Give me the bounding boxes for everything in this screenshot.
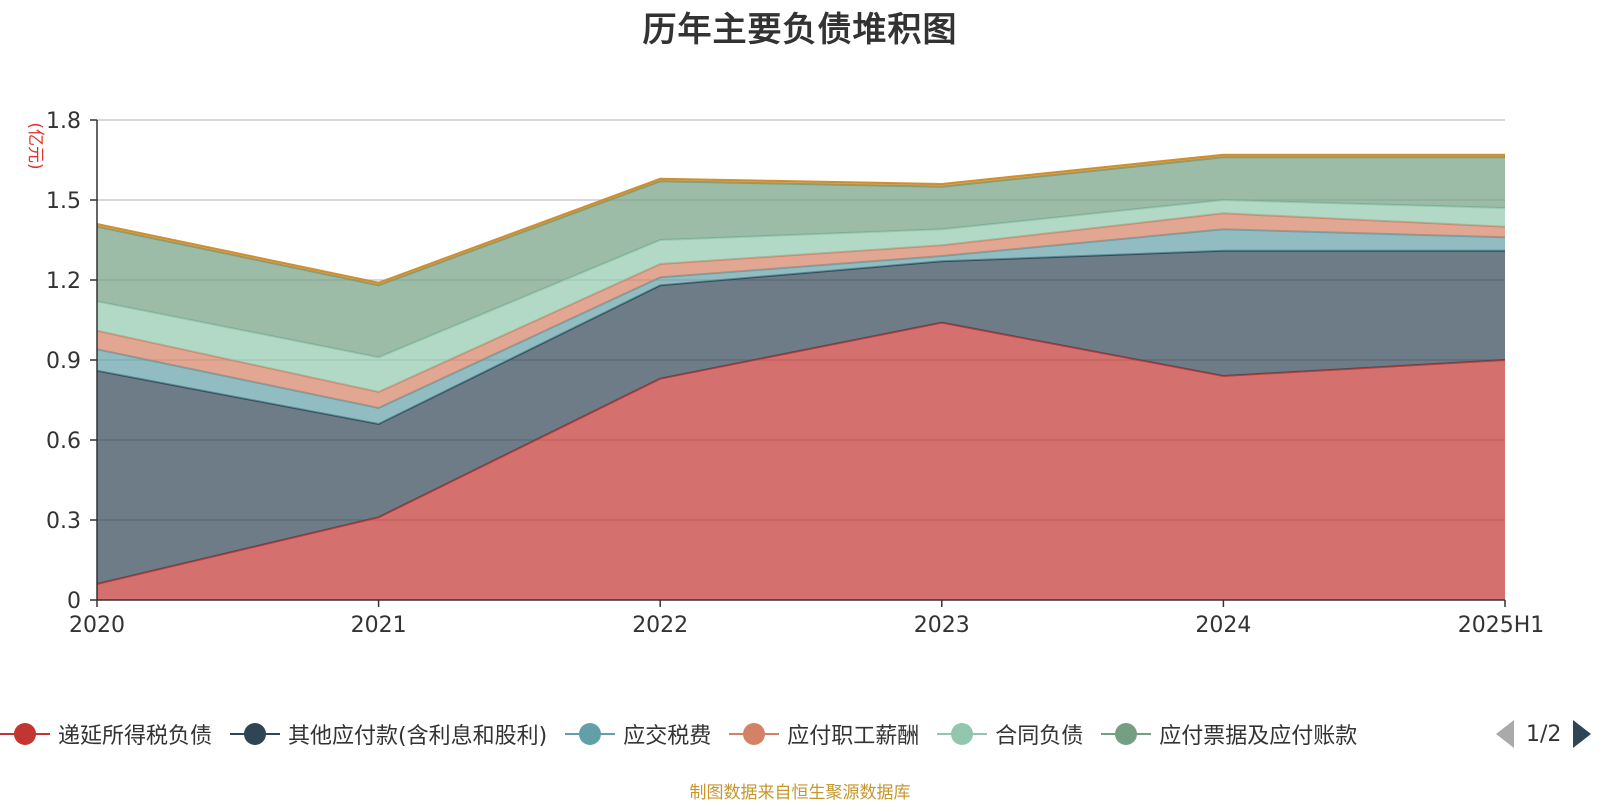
y-tick-label: 0.3	[46, 509, 81, 534]
legend-marker	[230, 722, 281, 746]
series-area	[97, 157, 1505, 358]
legend-item-notes-accounts-payable[interactable]: 应付票据及应付账款	[1101, 718, 1357, 750]
y-tick-label: 0.9	[46, 349, 81, 374]
legend-page-indicator: 1/2	[1526, 721, 1562, 747]
legend-item-contract-liabilities[interactable]: 合同负债	[937, 718, 1083, 750]
axes: 0 0.3 0.6 0.9 1.2 1.5 1.8 2020 2021 2022 2023 2024 2…	[46, 109, 1544, 638]
prev-page-icon[interactable]	[1496, 720, 1514, 748]
legend-marker	[1101, 722, 1152, 746]
series-area	[97, 322, 1505, 600]
legend-label: 其他应付款(含利息和股利)	[288, 724, 548, 749]
legend-item-other-payables[interactable]: 其他应付款(含利息和股利)	[230, 718, 547, 750]
legend-item-taxes-payable[interactable]: 应交税费	[565, 718, 711, 750]
next-page-icon[interactable]	[1573, 720, 1592, 748]
legend-marker	[937, 722, 988, 746]
x-tick-label: 2024	[1195, 613, 1251, 638]
y-tick-label: 1.5	[46, 189, 81, 214]
y-tick-label: 0	[67, 589, 81, 614]
series-area	[97, 213, 1505, 408]
y-tick-label: 1.8	[46, 109, 81, 134]
x-tick-label: 2025H1	[1458, 613, 1545, 638]
legend-label: 递延所得税负债	[58, 724, 213, 749]
legend-marker	[0, 722, 50, 746]
x-tick-label: 2020	[69, 613, 125, 638]
y-tick-label: 1.2	[46, 269, 81, 294]
legend-label: 应交税费	[623, 724, 712, 749]
series-line	[96, 153, 1505, 284]
legend: 递延所得税负债 其他应付款(含利息和股利) 应交税费 应付职工薪酬 合同负债 应…	[0, 716, 1375, 752]
stacked-areas	[96, 153, 1506, 600]
y-tick-label: 0.6	[46, 429, 81, 454]
legend-item-deferred-tax[interactable]: 递延所得税负债	[0, 718, 212, 750]
x-tick-label: 2023	[914, 613, 970, 638]
series-area	[97, 250, 1505, 584]
legend-marker	[565, 722, 616, 746]
x-tick-label: 2021	[351, 613, 407, 638]
legend-item-employee-pay[interactable]: 应付职工薪酬	[729, 718, 919, 750]
chart-title: 历年主要负债堆积图	[642, 10, 958, 50]
series-area	[97, 200, 1505, 392]
legend-label: 应付职工薪酬	[787, 724, 920, 749]
legend-label: 应付票据及应付账款	[1159, 724, 1358, 749]
y-axis-unit-label: (亿元)	[25, 122, 45, 169]
data-source-note: 制图数据来自恒生聚源数据库	[689, 783, 911, 803]
legend-label: 合同负债	[995, 724, 1084, 749]
x-tick-label: 2022	[632, 613, 688, 638]
legend-marker	[729, 722, 780, 746]
legend-pager: 1/2	[1496, 716, 1592, 752]
